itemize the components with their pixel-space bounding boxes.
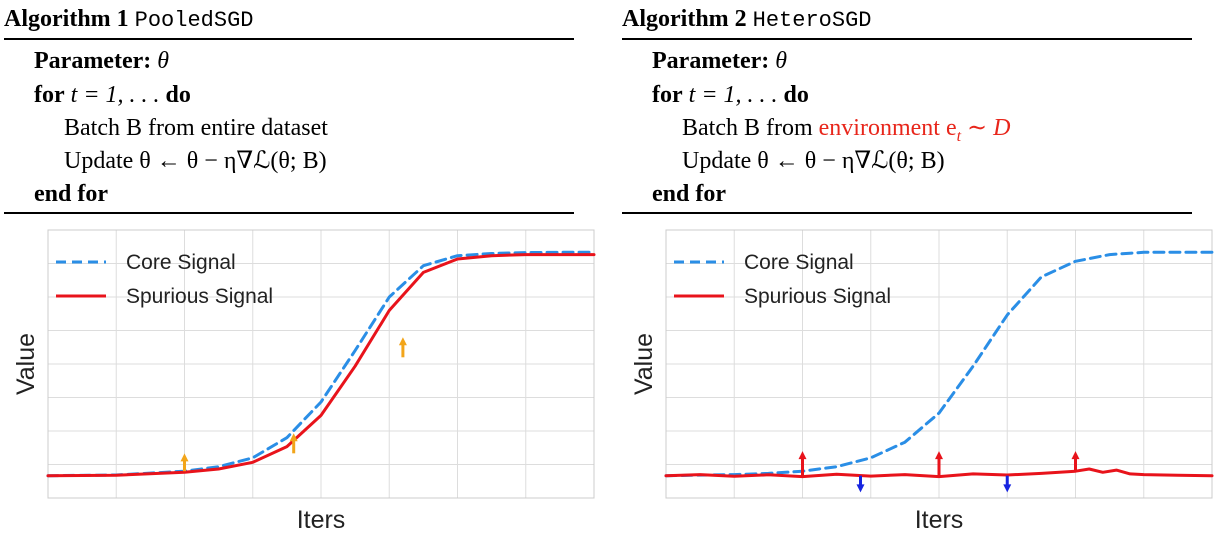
algorithm-1-top-rule: [4, 38, 574, 40]
do-keyword: do: [783, 82, 809, 108]
hetero-sgd-chart: Core Signal Spurious Signal Iters Value: [630, 229, 1214, 534]
algorithm-2-end-for: end for: [652, 181, 726, 207]
arrow-head: [798, 451, 807, 460]
arrow-layer: [180, 337, 407, 472]
algorithm-2-top-rule: [622, 38, 1192, 40]
algorithm-1-for-line: for t = 1, . . . do: [34, 79, 191, 111]
environment-text: environment e: [818, 115, 957, 141]
spurious-signal-line: [46, 253, 596, 478]
arrow-down: [1003, 475, 1012, 493]
algorithm-2-for-line: for t = 1, . . . do: [652, 79, 809, 111]
algorithm-2-update-line: Update θ ← θ − η∇ℒ(θ; B): [682, 148, 945, 174]
legend-label-core-signal: Core Signal: [744, 251, 854, 274]
do-keyword: do: [165, 82, 191, 108]
environment-highlight: environment et ∼ D: [818, 115, 1011, 145]
algorithm-1-header: Algorithm 1 PooledSGD: [4, 2, 253, 36]
for-expression: t = 1, . . .: [70, 82, 160, 108]
core-signal-line: [664, 250, 1214, 478]
spurious-signal-line: [664, 467, 1214, 479]
arrow-head: [1071, 451, 1080, 460]
x-axis-label: Iters: [297, 506, 346, 534]
environment-subscript: t: [956, 127, 962, 145]
batch-prefix: Batch B from: [682, 115, 819, 141]
arrow-up: [289, 433, 298, 454]
for-keyword: for: [652, 82, 683, 108]
arrow-up: [180, 453, 189, 472]
algorithm-2-panel: Algorithm 2 HeteroSGD Parameter: θ for t…: [618, 0, 1214, 534]
chart-grid: [48, 230, 594, 498]
parameter-keyword: Parameter:: [652, 48, 770, 74]
algorithm-2-parameter-line: Parameter: θ: [652, 45, 787, 77]
chart-legend: Core Signal Spurious Signal: [674, 251, 891, 308]
plot-frame: [665, 229, 1213, 499]
chart-legend: Core Signal Spurious Signal: [56, 251, 273, 308]
legend-label-spurious-signal: Spurious Signal: [126, 285, 273, 308]
legend-label-spurious-signal: Spurious Signal: [744, 285, 891, 308]
legend-label-core-signal: Core Signal: [126, 251, 236, 274]
algorithm-2-header: Algorithm 2 HeteroSGD: [622, 2, 871, 36]
algorithm-2-name: HeteroSGD: [752, 8, 872, 33]
algorithm-1-panel: Algorithm 1 PooledSGD Parameter: θ for t…: [0, 0, 596, 534]
x-axis-label: Iters: [915, 506, 964, 534]
arrow-head: [180, 453, 189, 462]
for-expression: t = 1, . . .: [688, 82, 778, 108]
arrow-head: [289, 433, 298, 442]
arrow-head: [935, 451, 943, 460]
environment-distribution: ∼ D: [961, 115, 1011, 141]
series-layer: [664, 250, 1214, 479]
arrow-up: [398, 337, 407, 358]
algorithm-1-update-line: Update θ ← θ − η∇ℒ(θ; B): [64, 148, 327, 174]
parameter-keyword: Parameter:: [34, 48, 152, 74]
parameter-symbol: θ: [157, 48, 170, 74]
algorithm-1-label: Algorithm 1: [4, 6, 129, 32]
for-keyword: for: [34, 82, 65, 108]
arrow-layer: [798, 451, 1080, 493]
pooled-sgd-chart: Core Signal Spurious Signal Iters Value: [12, 229, 596, 534]
algorithm-2-bottom-rule: [622, 212, 1192, 214]
algorithm-2-batch-line: Batch B from environment et ∼ D: [682, 112, 1011, 145]
arrow-up: [1071, 451, 1080, 472]
chart-grid: [666, 230, 1212, 498]
y-axis-label: Value: [12, 333, 40, 395]
arrow-head: [856, 484, 865, 493]
arrow-head: [398, 337, 407, 346]
arrow-head: [1003, 484, 1012, 493]
plot-frame: [47, 229, 595, 499]
parameter-symbol: θ: [775, 48, 788, 74]
algorithm-1-name: PooledSGD: [134, 8, 254, 33]
arrow-up: [935, 451, 943, 476]
algorithm-2-label: Algorithm 2: [622, 6, 747, 32]
arrow-up: [798, 451, 807, 476]
algorithm-1-bottom-rule: [4, 212, 574, 214]
arrow-down: [856, 475, 865, 493]
algorithm-1-end-for: end for: [34, 181, 108, 207]
series-layer: [46, 250, 596, 478]
y-axis-label: Value: [630, 333, 658, 395]
algorithm-1-batch-line: Batch B from entire dataset: [64, 115, 328, 141]
algorithm-1-parameter-line: Parameter: θ: [34, 45, 169, 77]
